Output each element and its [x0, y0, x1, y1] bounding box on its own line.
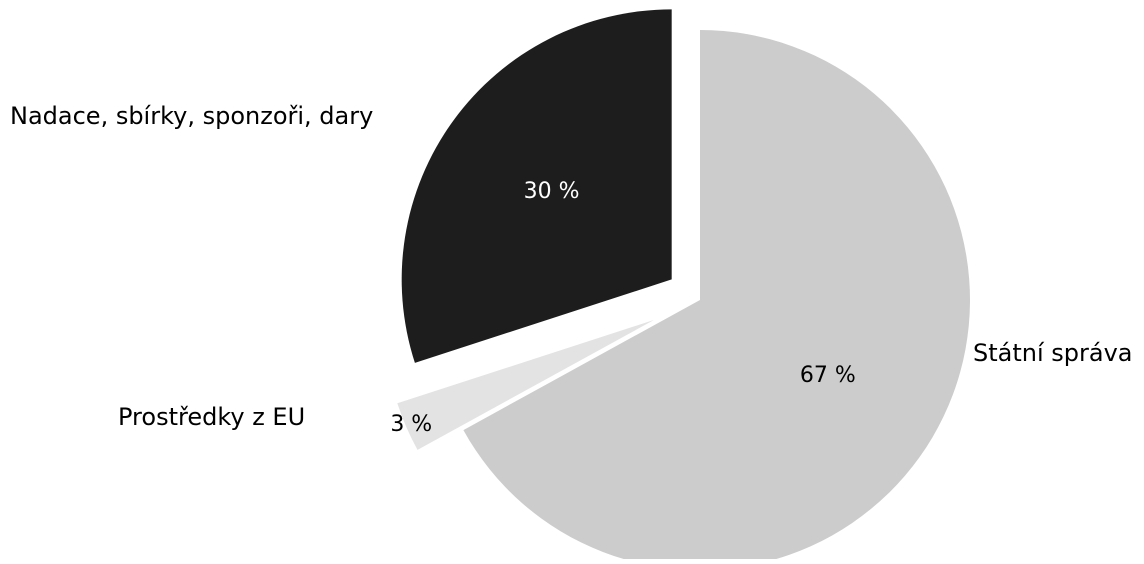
slice-prostredky-z-eu — [397, 319, 655, 450]
slice-value-prostredky-z-eu: 3 % — [390, 411, 433, 437]
slice-label-prostredky-z-eu: Prostředky z EU — [118, 403, 306, 431]
slice-label-statni-sprava: Státní správa — [973, 339, 1133, 367]
slice-value-nadace: 30 % — [523, 179, 580, 205]
slice-value-statni-sprava: 67 % — [799, 362, 856, 388]
slice-label-nadace: Nadace, sbírky, sponzoři, dary — [10, 102, 374, 130]
slice-statni-sprava — [463, 30, 970, 564]
slice-nadace — [401, 9, 672, 363]
